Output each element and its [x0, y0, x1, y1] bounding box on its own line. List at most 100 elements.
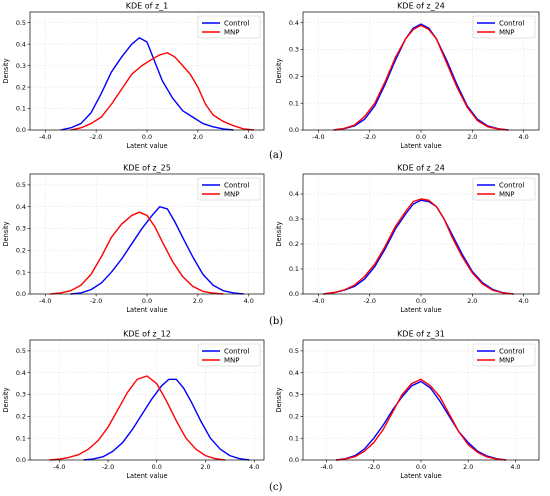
y-tick-label: 0.4 [16, 40, 26, 48]
y-tick-label: 0.2 [16, 247, 26, 255]
x-axis-label: Latent value [126, 472, 167, 480]
legend-label-control: Control [499, 347, 524, 355]
x-tick-label: 4.0 [244, 133, 254, 141]
series-line-control [333, 23, 509, 131]
series-line-control [335, 380, 507, 461]
x-tick-label: -4.0 [320, 463, 332, 471]
y-tick-label: 0.1 [289, 434, 299, 442]
y-axis-label: Density [2, 387, 10, 412]
y-tick-label: 0.4 [289, 369, 299, 377]
x-tick-label: 0.0 [142, 133, 152, 141]
x-tick-label: -4.0 [39, 133, 51, 141]
x-tick-label: 4.0 [519, 133, 529, 141]
series-line-mnp [323, 198, 514, 295]
chart-title: KDE of z_1 [126, 2, 169, 11]
y-tick-label: 0.4 [289, 190, 299, 198]
y-tick-label: 0.1 [289, 265, 299, 273]
legend-label-mnp: MNP [499, 28, 515, 36]
y-tick-label: 0.5 [16, 181, 26, 189]
x-axis-label: Latent value [400, 142, 441, 150]
x-tick-label: 2.0 [467, 133, 477, 141]
x-tick-label: 2.0 [200, 463, 210, 471]
y-tick-label: 0.3 [289, 46, 299, 54]
chart-title: KDE of z_24 [397, 164, 445, 173]
x-tick-label: 0.0 [152, 463, 162, 471]
x-axis-label: Latent value [400, 306, 441, 314]
x-tick-label: 0.0 [416, 297, 426, 305]
y-tick-label: 0.2 [16, 83, 26, 91]
series-line-control [70, 206, 244, 295]
chart-title: KDE of z_31 [397, 330, 445, 339]
x-tick-label: -4.0 [312, 133, 324, 141]
chart-panel: -4.0 -2.0 0.0 2.0 4.0 0.0 0.1 0.2 0.3 0.4 0.5 KDE o… [2, 164, 265, 314]
y-tick-label: 0.2 [289, 240, 299, 248]
series-line-mnp [333, 24, 509, 131]
y-tick-label: 0.2 [16, 413, 26, 421]
caption-c: (c) [269, 482, 283, 493]
x-tick-label: 4.0 [249, 463, 259, 471]
x-tick-label: -4.0 [39, 297, 51, 305]
x-axis-label: Latent value [126, 142, 167, 150]
x-tick-label: 2.0 [467, 297, 477, 305]
series-line-control [83, 378, 250, 461]
y-tick-label: 0.1 [16, 268, 26, 276]
x-tick-label: -2.0 [363, 297, 375, 305]
y-tick-label: 0.1 [289, 99, 299, 107]
x-tick-label: 2.0 [193, 133, 203, 141]
y-tick-label: 0.1 [16, 105, 26, 113]
legend-label-mnp: MNP [499, 190, 515, 198]
y-tick-label: 0.3 [289, 215, 299, 223]
y-tick-label: 0.3 [16, 225, 26, 233]
legend-label-control: Control [499, 181, 524, 189]
y-axis-label: Density [2, 58, 10, 83]
plot-frame [29, 339, 265, 461]
legend-label-control: Control [224, 347, 249, 355]
chart-panel: -4.0 -2.0 0.0 2.0 4.0 0.0 0.1 0.2 0.3 0.4 0.5 KDE o… [275, 330, 540, 480]
x-tick-label: 0.0 [142, 297, 152, 305]
y-tick-label: 0.5 [289, 347, 299, 355]
x-axis-label: Latent value [400, 472, 441, 480]
series-line-control [60, 37, 234, 131]
x-tick-label: 4.0 [519, 297, 529, 305]
legend-label-mnp: MNP [224, 190, 240, 198]
y-tick-label: 0.5 [16, 347, 26, 355]
series-line-mnp [70, 52, 254, 131]
legend-label-control: Control [224, 19, 249, 27]
y-tick-label: 0.2 [289, 413, 299, 421]
x-tick-label: 4.0 [510, 463, 520, 471]
x-tick-label: -2.0 [363, 133, 375, 141]
chart-panel: -4.0 -2.0 0.0 2.0 4.0 0.0 0.1 0.2 0.3 0.4 KDE of z… [275, 164, 540, 314]
x-tick-label: 4.0 [244, 297, 254, 305]
y-tick-label: 0.5 [16, 19, 26, 27]
x-axis-label: Latent value [126, 306, 167, 314]
y-tick-label: 0.2 [289, 73, 299, 81]
y-axis-label: Density [275, 387, 283, 412]
x-tick-label: 0.0 [416, 133, 426, 141]
x-tick-label: -4.0 [312, 297, 324, 305]
x-tick-label: 2.0 [463, 463, 473, 471]
y-tick-label: 0.4 [16, 369, 26, 377]
x-tick-label: -2.0 [368, 463, 380, 471]
y-axis-label: Density [275, 221, 283, 246]
x-tick-label: 2.0 [193, 297, 203, 305]
y-axis-label: Density [2, 221, 10, 246]
x-tick-label: -2.0 [90, 133, 102, 141]
legend-label-mnp: MNP [224, 28, 240, 36]
legend-label-mnp: MNP [224, 356, 240, 364]
y-tick-label: 0.0 [16, 126, 26, 134]
chart-title: KDE of z_24 [397, 2, 445, 11]
legend-label-control: Control [499, 19, 524, 27]
chart-title: KDE of z_25 [123, 164, 171, 173]
y-tick-label: 0.0 [16, 456, 26, 464]
y-tick-label: 0.3 [16, 62, 26, 70]
caption-a: (a) [269, 150, 283, 161]
chart-panel: -4.0 -2.0 0.0 2.0 4.0 0.0 0.1 0.2 0.3 0.4 0.5 KDE o… [2, 330, 265, 480]
x-tick-label: 0.0 [416, 463, 426, 471]
x-tick-label: -2.0 [102, 463, 114, 471]
